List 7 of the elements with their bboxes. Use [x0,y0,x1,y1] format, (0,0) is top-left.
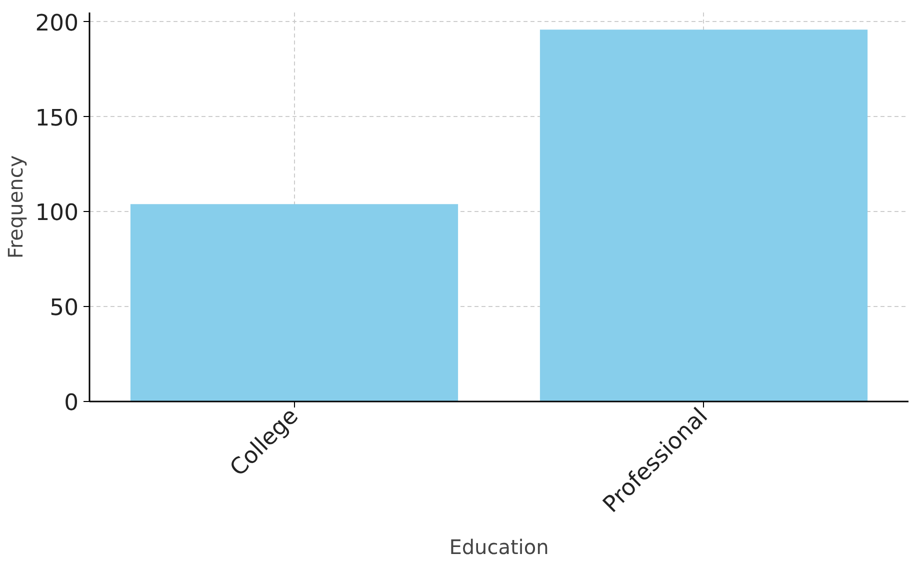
y-tick-label: 150 [35,105,79,132]
y-tick-label: 200 [35,10,79,36]
y-tick-label: 50 [50,295,79,322]
y-tick-label: 100 [35,200,79,226]
x-axis-title: Education [449,535,549,560]
y-tick-label: 0 [64,390,79,416]
y-axis-title: Frequency [3,155,28,259]
